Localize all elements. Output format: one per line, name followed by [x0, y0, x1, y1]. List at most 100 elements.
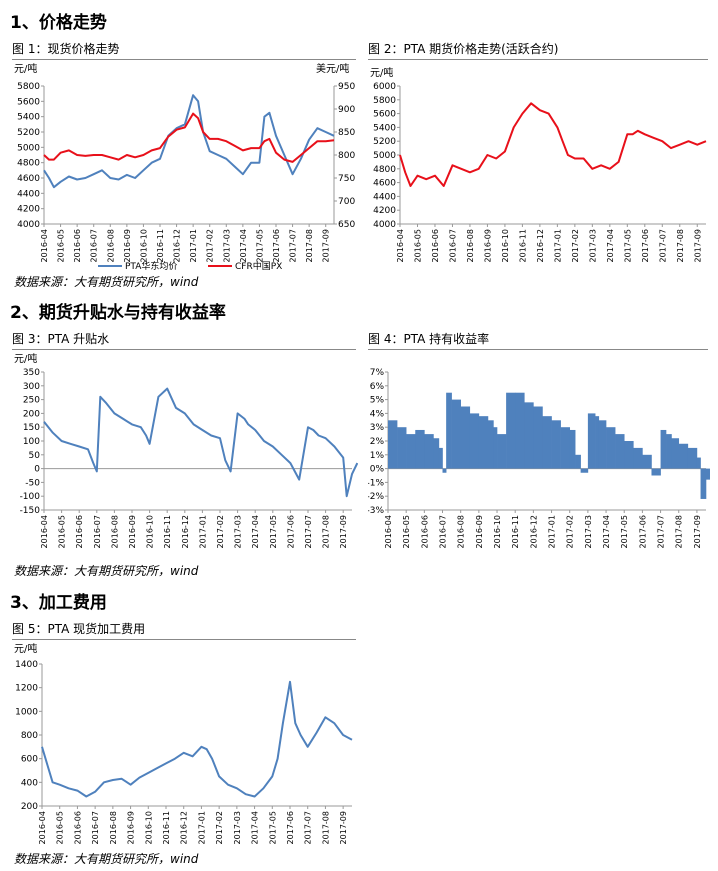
section-basis-carry: 2、期货升贴水与持有收益率 — [10, 303, 226, 323]
x-tick-label: 2017-07 — [304, 515, 313, 548]
x-tick-label: 2017-07 — [658, 229, 667, 262]
bar — [487, 420, 494, 469]
bar — [587, 413, 596, 469]
y-right-tick-label: 800 — [338, 151, 355, 161]
bar — [575, 454, 581, 469]
x-tick-label: 2017-02 — [566, 515, 575, 548]
bar — [615, 434, 625, 469]
bar — [666, 434, 672, 469]
y-tick-label: -2% — [368, 492, 384, 502]
bar — [433, 438, 440, 469]
y-tick-label: 5400 — [17, 113, 40, 123]
x-tick-label: 2017-09 — [693, 229, 702, 262]
y-right-axis-unit: 美元/吨 — [316, 62, 349, 75]
bar — [442, 468, 447, 473]
x-tick-label: 2017-06 — [286, 811, 295, 844]
x-tick-label: 2016-06 — [420, 515, 429, 548]
x-tick-label: 2016-07 — [448, 229, 457, 262]
y-axis-unit: 元/吨 — [14, 62, 37, 75]
x-tick-label: 2017-01 — [553, 229, 562, 262]
bar — [687, 447, 698, 469]
y-tick-label: 5600 — [373, 110, 396, 120]
x-tick-label: 2017-09 — [339, 811, 348, 844]
bar — [606, 427, 616, 469]
y-tick-label: 5200 — [373, 137, 396, 147]
y-tick-label: 6% — [370, 382, 385, 392]
bar — [598, 420, 607, 469]
x-tick-label: 2016-07 — [439, 515, 448, 548]
x-tick-label: 2017-04 — [251, 515, 260, 548]
y-tick-label: 300 — [23, 382, 40, 392]
y-tick-label: 1000 — [15, 707, 38, 717]
x-tick-label: 2016-04 — [384, 515, 393, 548]
bar — [446, 392, 452, 469]
source-note-3: 数据来源：大有期货研究所，wind — [14, 852, 199, 866]
x-tick-label: 2016-11 — [511, 515, 520, 548]
y-tick-label: 4800 — [17, 159, 40, 169]
series-line-0 — [41, 680, 353, 798]
bar — [397, 427, 407, 469]
source-note-1: 数据来源：大有期货研究所，wind — [14, 275, 199, 289]
y-tick-label: -100 — [20, 492, 41, 502]
fig1-caption: 图 1：现货价格走势 — [12, 40, 356, 60]
y-tick-label: 4200 — [373, 206, 396, 216]
x-tick-label: 2017-05 — [268, 811, 277, 844]
bar — [706, 468, 710, 480]
bar — [700, 468, 707, 499]
bar — [633, 447, 643, 469]
x-tick-label: 2016-04 — [396, 229, 405, 262]
x-tick-label: 2016-05 — [58, 515, 67, 548]
x-tick-label: 2016-10 — [501, 229, 510, 262]
bar — [671, 438, 680, 469]
bar — [469, 413, 480, 469]
bar — [551, 420, 561, 469]
y-axis-unit: 元/吨 — [14, 352, 37, 365]
bar — [560, 427, 571, 469]
fig5-chart: 200 400 600 800 1000 1200 1400 2016-04 2016-05 20… — [14, 642, 353, 844]
x-tick-label: 2017-06 — [286, 515, 295, 548]
x-tick-label: 2016-06 — [73, 229, 82, 262]
legend-label-1: CFR中国PX — [235, 260, 282, 272]
fig1-chart: 4000 4200 4400 4600 4800 5000 5200 5400 5600 5800… — [14, 62, 355, 272]
x-tick-label: 2017-01 — [548, 515, 557, 548]
y-tick-label: -1% — [368, 478, 384, 488]
y-tick-label: 1400 — [15, 660, 38, 670]
y-tick-label: 5800 — [17, 82, 40, 92]
x-tick-label: 2017-03 — [233, 811, 242, 844]
y-right-tick-label: 650 — [338, 220, 355, 230]
y-tick-label: 4400 — [17, 189, 40, 199]
x-tick-label: 2017-03 — [234, 515, 243, 548]
x-tick-label: 2016-10 — [144, 811, 153, 844]
fig3-caption: 图 3：PTA 升贴水 — [12, 330, 356, 350]
x-tick-label: 2016-05 — [56, 811, 65, 844]
x-tick-label: 2017-09 — [693, 515, 702, 548]
x-tick-label: 2016-12 — [180, 811, 189, 844]
bar — [569, 429, 576, 469]
x-tick-label: 2017-01 — [197, 811, 206, 844]
y-right-tick-label: 700 — [338, 197, 355, 207]
x-tick-label: 2016-06 — [75, 515, 84, 548]
x-tick-label: 2017-04 — [239, 229, 248, 262]
bar — [595, 416, 600, 469]
x-tick-label: 2016-10 — [493, 515, 502, 548]
x-tick-label: 2017-06 — [641, 229, 650, 262]
x-tick-label: 2017-08 — [676, 229, 685, 262]
y-right-tick-label: 850 — [338, 128, 355, 138]
fig3-chart: -150 -100 -50 0 50 100 150 200 250 300 350 2016-04 2… — [14, 352, 358, 548]
x-tick-label: 2017-03 — [588, 229, 597, 262]
x-tick-label: 2017-04 — [606, 229, 615, 262]
y-tick-label: 5% — [370, 396, 385, 406]
y-tick-label: 3% — [370, 423, 385, 433]
x-tick-label: 2017-09 — [322, 229, 331, 262]
bar — [406, 434, 416, 469]
y-tick-label: 800 — [21, 731, 38, 741]
x-tick-label: 2016-11 — [156, 229, 165, 262]
x-tick-label: 2016-12 — [181, 515, 190, 548]
x-tick-label: 2017-04 — [602, 515, 611, 548]
y-tick-label: 5800 — [373, 96, 396, 106]
x-tick-label: 2016-09 — [127, 811, 136, 844]
x-tick-label: 2016-08 — [457, 515, 466, 548]
x-tick-label: 2016-09 — [123, 229, 132, 262]
x-tick-label: 2016-11 — [518, 229, 527, 262]
y-tick-label: -150 — [20, 506, 41, 516]
